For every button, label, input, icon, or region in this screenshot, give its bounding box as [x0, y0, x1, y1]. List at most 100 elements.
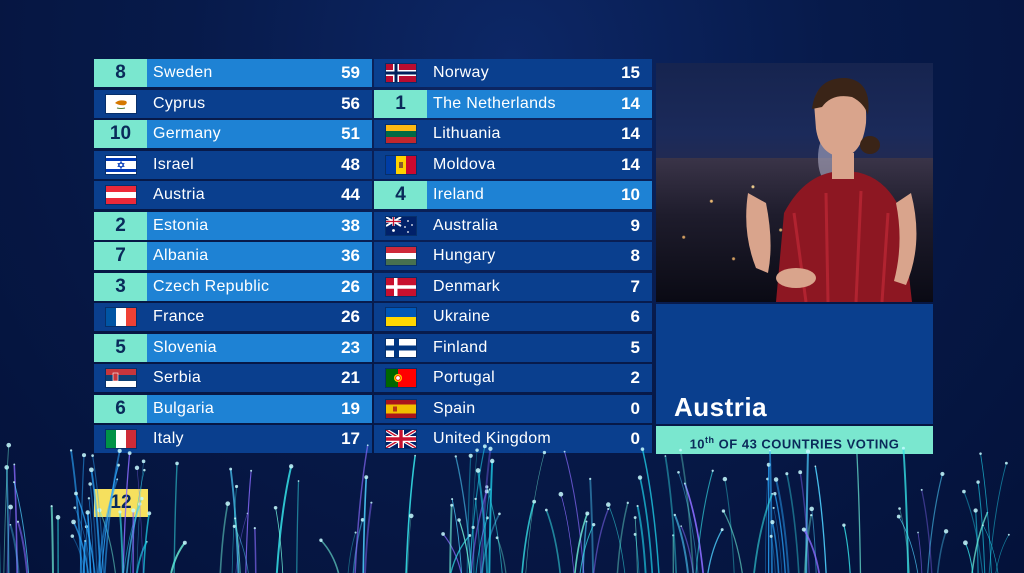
- fiber-tip-glow: [809, 506, 814, 512]
- scoreboard-row-france: France 26: [94, 303, 372, 331]
- light-fiber: [639, 477, 654, 573]
- scoreboard-row-israel: Israel 48: [94, 151, 372, 179]
- fiber-tip-glow: [91, 454, 94, 457]
- awarded-points: 5: [94, 334, 147, 362]
- light-fiber: [616, 502, 629, 573]
- light-fiber: [936, 531, 947, 573]
- finland-flag: [386, 339, 416, 357]
- total-points: 26: [341, 307, 360, 326]
- fiber-tip-glow: [773, 477, 779, 482]
- fiber-tip-glow: [640, 447, 645, 451]
- fiber-tip-glow: [73, 506, 77, 510]
- light-fiber: [470, 491, 488, 573]
- fiber-tip-glow: [898, 507, 901, 510]
- total-points: 5: [630, 338, 640, 357]
- light-fiber: [74, 507, 92, 573]
- total-points: 14: [621, 94, 640, 113]
- fiber-tip-glow: [55, 515, 61, 520]
- fiber-tip-glow: [147, 511, 152, 516]
- austria-flag: [106, 186, 136, 204]
- fiber-tip-glow: [235, 484, 239, 489]
- light-fiber: [234, 518, 241, 573]
- total-points: 26: [341, 277, 360, 296]
- country-name: Portugal: [433, 369, 495, 386]
- scoreboard-row-moldova: Moldova 14: [374, 151, 652, 179]
- light-fiber: [927, 473, 943, 573]
- total-points: 15: [621, 63, 640, 82]
- light-fiber: [254, 528, 257, 573]
- light-fiber: [142, 513, 151, 573]
- fiber-tip-glow: [592, 523, 596, 527]
- light-fiber: [449, 505, 453, 573]
- total-points: 6: [630, 307, 640, 326]
- fiber-tip-glow: [475, 468, 481, 473]
- total-points: 19: [341, 399, 360, 418]
- country-name: Estonia: [153, 217, 209, 234]
- scoreboard-row-united-kingdom: United Kingdom 0: [374, 425, 652, 453]
- fiber-tip-glow: [489, 458, 495, 464]
- light-fiber: [173, 463, 178, 573]
- fiber-tip-glow: [360, 518, 365, 522]
- light-fiber: [119, 511, 124, 573]
- fiber-tip-glow: [798, 470, 803, 475]
- light-fiber: [477, 470, 489, 573]
- country-name: Norway: [433, 64, 490, 81]
- total-points: 36: [341, 246, 360, 265]
- fiber-tip-glow: [441, 532, 445, 536]
- fiber-tip-glow: [896, 514, 901, 519]
- fiber-tip-glow: [963, 540, 968, 546]
- light-fiber: [560, 494, 575, 573]
- fiber-tip-glow: [408, 513, 414, 519]
- fiber-tip-glow: [297, 480, 300, 482]
- scoreboard-row-czech-republic: 3 Czech Republic 26: [94, 273, 372, 301]
- fiber-tip-glow: [457, 518, 461, 522]
- fiber-tip-glow: [6, 442, 12, 448]
- light-fiber: [136, 461, 144, 573]
- light-fiber: [525, 452, 545, 573]
- awarded-points: 1: [374, 90, 427, 118]
- light-fiber: [799, 472, 810, 573]
- total-points: 17: [341, 429, 360, 448]
- scoreboard-row-albania: 7 Albania 36: [94, 242, 372, 270]
- light-fiber: [50, 506, 54, 573]
- fiber-tip-glow: [134, 465, 140, 471]
- country-name: Denmark: [433, 278, 501, 295]
- light-fiber: [136, 467, 144, 573]
- country-name: Lithuania: [433, 125, 501, 142]
- fiber-tip-glow: [672, 534, 675, 537]
- country-name: Serbia: [153, 369, 202, 386]
- fiber-tip-glow: [606, 502, 611, 507]
- fiber-tip-glow: [720, 528, 724, 532]
- light-fiber: [488, 460, 494, 573]
- fiber-tip-glow: [50, 505, 53, 508]
- awarded-points: 3: [94, 273, 147, 301]
- lithuania-flag: [386, 125, 416, 143]
- country-name: Israel: [153, 156, 194, 173]
- fiber-tip-glow: [940, 471, 945, 476]
- fiber-tip-glow: [366, 444, 369, 447]
- total-points: 10: [621, 185, 640, 204]
- awarded-points: 8: [94, 59, 147, 87]
- fiber-tip-glow: [810, 513, 813, 517]
- light-fiber: [988, 463, 1007, 573]
- country-name: Australia: [433, 217, 498, 234]
- country-name: France: [153, 308, 205, 325]
- fiber-tip-glow: [273, 505, 278, 510]
- light-fiber: [775, 479, 790, 573]
- fiber-tip-glow: [855, 446, 858, 449]
- light-fiber: [673, 514, 689, 573]
- country-name: Spain: [433, 400, 476, 417]
- light-fiber: [641, 448, 660, 573]
- country-name: Ukraine: [433, 308, 491, 325]
- country-name: Sweden: [153, 64, 213, 81]
- fiber-tip-glow: [673, 513, 676, 517]
- fiber-tip-glow: [414, 454, 416, 457]
- fiber-tip-glow: [250, 469, 253, 472]
- light-fiber: [451, 498, 463, 573]
- fiber-tip-glow: [16, 520, 20, 523]
- light-fiber: [13, 481, 30, 573]
- total-points: 51: [341, 124, 360, 143]
- scoreboard-row-ireland: 4 Ireland 10: [374, 181, 652, 209]
- country-name: Czech Republic: [153, 278, 270, 295]
- fiber-tip-glow: [229, 467, 233, 471]
